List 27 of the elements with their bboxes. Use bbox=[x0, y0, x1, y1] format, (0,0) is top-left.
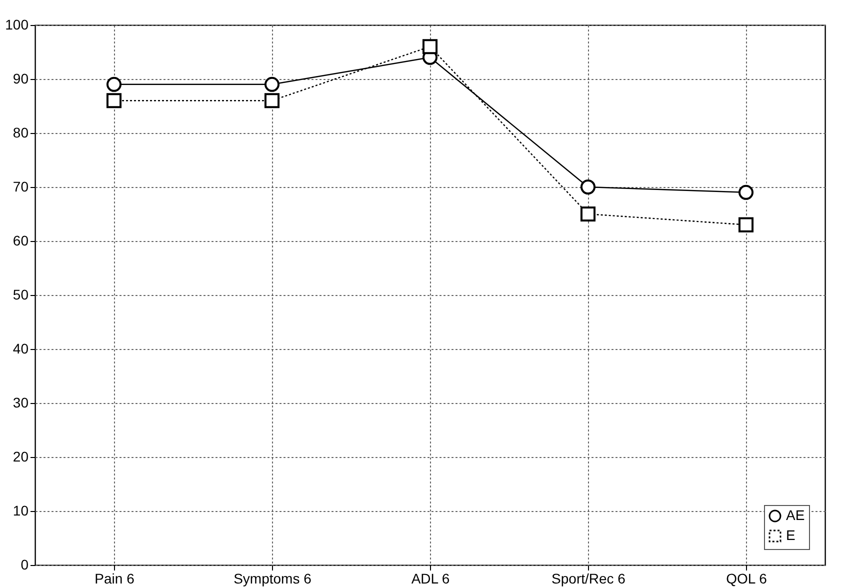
point bbox=[422, 39, 438, 54]
x-tick-label: ADL 6 bbox=[411, 570, 450, 586]
y-tick-label: 70 bbox=[12, 178, 29, 194]
point bbox=[106, 93, 122, 108]
y-tick-label: 90 bbox=[12, 70, 29, 86]
point bbox=[738, 217, 754, 232]
point bbox=[738, 184, 754, 200]
y-tick-label: 0 bbox=[20, 556, 29, 572]
y-tick-label: 100 bbox=[5, 16, 29, 32]
x-tick-label: Sport/Rec 6 bbox=[552, 570, 626, 586]
y-tick-label: 60 bbox=[12, 232, 29, 248]
y-tick-label: 20 bbox=[12, 448, 29, 464]
point bbox=[264, 76, 280, 92]
point bbox=[264, 93, 280, 108]
y-tick-label: 30 bbox=[12, 394, 29, 410]
y-tick-label: 50 bbox=[12, 286, 29, 302]
legend-label: AE bbox=[786, 507, 805, 523]
x-tick-label: Symptoms 6 bbox=[234, 570, 312, 586]
y-tick-label: 10 bbox=[12, 502, 29, 518]
x-tick-label: Pain 6 bbox=[94, 570, 135, 586]
point bbox=[580, 179, 596, 195]
point bbox=[106, 76, 122, 92]
y-tick-label: 80 bbox=[12, 124, 29, 140]
x-tick-label: QOL 6 bbox=[726, 570, 768, 586]
legend-label: E bbox=[786, 527, 796, 543]
point bbox=[580, 206, 596, 222]
y-tick-label: 40 bbox=[12, 340, 29, 356]
